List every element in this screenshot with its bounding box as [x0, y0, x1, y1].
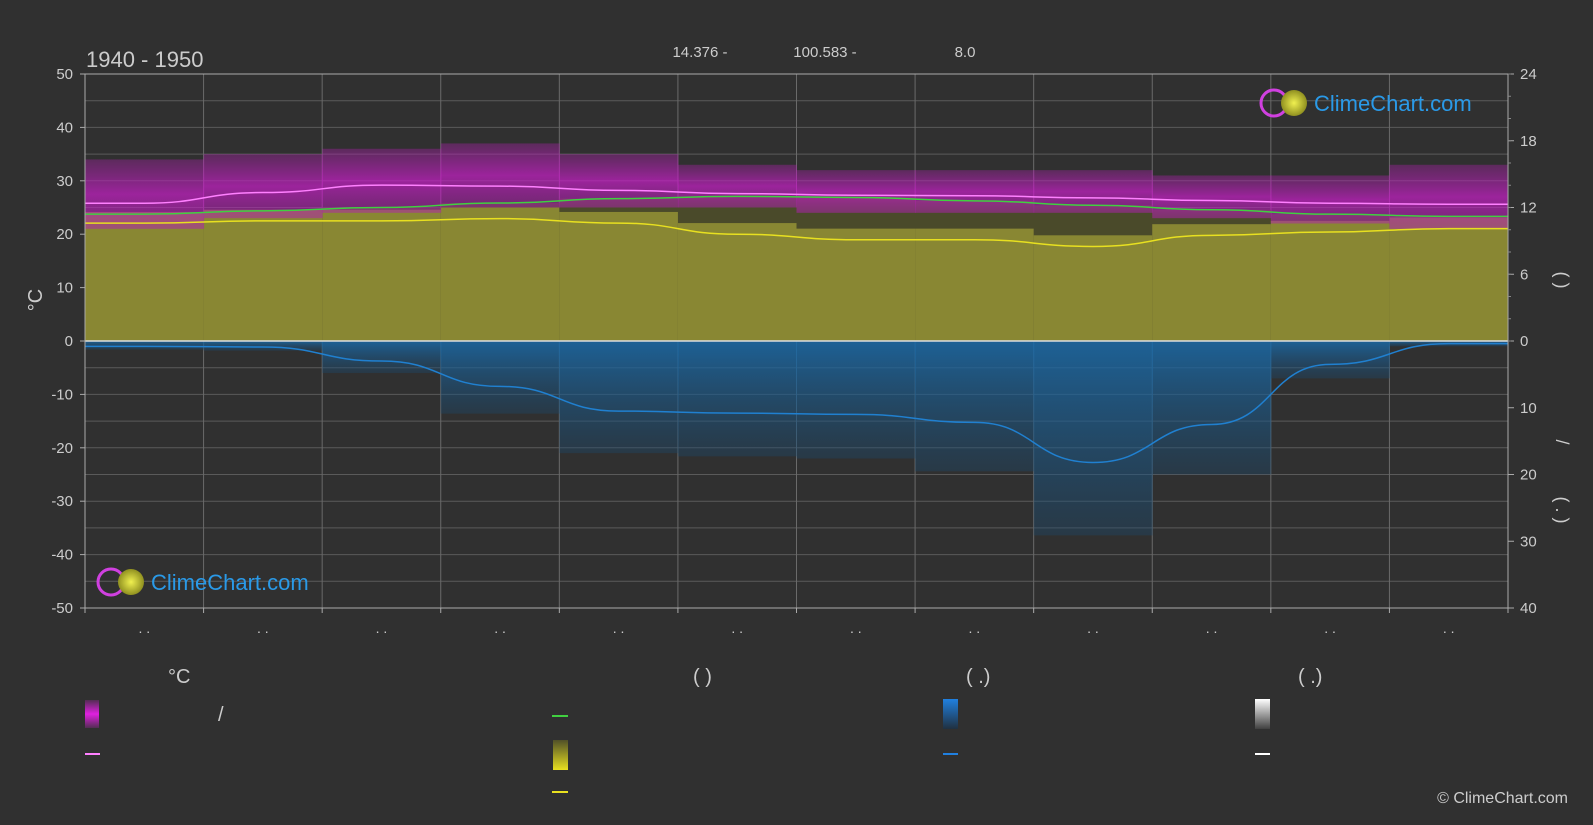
left-tick-label: 30 — [56, 173, 73, 190]
brand-text-top: ClimeChart.com — [1314, 91, 1472, 116]
precipitation-bar — [203, 341, 323, 351]
temperature-range-bar — [440, 143, 560, 208]
brand-logo-top[interactable]: ClimeChart.com — [1259, 88, 1472, 118]
month-label: . . — [850, 620, 862, 636]
month-label: . . — [1087, 620, 1099, 636]
month-label: . . — [138, 620, 150, 636]
sunshine-bar — [915, 228, 1035, 341]
temperature-range-bar — [1152, 175, 1272, 219]
sunshine-bar — [1152, 224, 1272, 341]
legend-sunshine-range-swatch — [553, 740, 568, 770]
precipitation-bar — [440, 341, 560, 414]
period-title: 1940 - 1950 — [86, 47, 203, 72]
sunshine-bar — [796, 228, 916, 341]
logo-sun-icon — [1281, 90, 1307, 116]
legend-col3-header: ( .) — [966, 666, 990, 688]
right-tick-label: 30 — [1520, 533, 1537, 550]
legend-col4-header: ( .) — [1298, 666, 1322, 688]
coordinate-longitude: 100.583 - — [793, 44, 856, 61]
right-axis-label-lower: ( . ) — [1552, 497, 1572, 524]
sunshine-bar — [203, 209, 323, 341]
sunshine-bar — [440, 207, 560, 341]
sunshine-bar — [85, 211, 205, 341]
temperature-range-bar — [796, 170, 916, 213]
left-tick-label: -10 — [51, 386, 73, 403]
left-tick-label: -30 — [51, 493, 73, 510]
precipitation-bar — [322, 341, 442, 374]
right-tick-label: 12 — [1520, 200, 1537, 217]
month-label: . . — [731, 620, 743, 636]
temperature-range-bar — [322, 148, 442, 213]
legend-col1-header: °C — [168, 666, 190, 688]
month-label: . . — [1443, 620, 1455, 636]
right-tick-label: 40 — [1520, 600, 1537, 617]
brand-logo-bottom[interactable]: ClimeChart.com — [96, 567, 309, 597]
sunshine-bar — [559, 211, 679, 341]
month-label: . . — [494, 620, 506, 636]
temperature-range-bar — [203, 154, 323, 219]
month-label: . . — [376, 620, 388, 636]
copyright-text[interactable]: © ClimeChart.com — [1437, 790, 1568, 807]
left-tick-label: 10 — [56, 280, 73, 297]
right-tick-label: 0 — [1520, 333, 1528, 350]
precipitation-line — [84, 342, 1508, 464]
sunshine-bar — [1270, 220, 1390, 341]
temperature-mean-line — [84, 184, 1508, 206]
right-axis-label-slash: / — [1552, 439, 1572, 444]
legend-snow-range-swatch — [1255, 699, 1270, 729]
left-tick-label: -50 — [51, 600, 73, 617]
legend: °C ( ) ( .) ( .) / — [85, 666, 1322, 793]
right-tick-label: 20 — [1520, 467, 1537, 484]
legend-col1-slash: / — [218, 704, 224, 726]
legend-temp-range-swatch — [85, 700, 99, 728]
left-tick-label: 40 — [56, 119, 73, 136]
left-axis-unit: °C — [25, 289, 47, 311]
right-axis-label-upper: ( ) — [1552, 272, 1572, 289]
legend-precip-range-swatch — [943, 699, 958, 729]
left-tick-label: -20 — [51, 440, 73, 457]
axes: 50 40 30 20 10 0 -10 -20 -30 -40 -50 24 18 12 6 0 10 20 30… — [51, 66, 1536, 636]
sunshine-bar — [677, 223, 797, 341]
precipitation-bar — [796, 341, 916, 459]
month-label: . . — [257, 620, 269, 636]
temperature-range-bar — [1270, 175, 1390, 224]
brand-text-bottom: ClimeChart.com — [151, 570, 309, 595]
right-tick-label: 6 — [1520, 266, 1528, 283]
daylight-line — [84, 195, 1508, 218]
data-lines — [84, 184, 1508, 464]
precipitation-bar — [677, 341, 797, 457]
precipitation-bar — [1033, 341, 1153, 536]
precipitation-bar — [559, 341, 679, 454]
month-label: . . — [969, 620, 981, 636]
month-label: . . — [1206, 620, 1218, 636]
left-tick-label: -40 — [51, 547, 73, 564]
elevation-value: 8.0 — [955, 44, 976, 61]
precipitation-bar — [915, 341, 1035, 472]
temperature-range-bar — [1389, 164, 1509, 229]
month-label: . . — [1324, 620, 1336, 636]
data-bands — [85, 143, 1509, 536]
right-tick-label: 18 — [1520, 133, 1537, 150]
left-tick-label: 50 — [56, 66, 73, 83]
sunshine-bar — [322, 209, 442, 341]
temperature-range-bar — [915, 170, 1035, 213]
sunshine-line — [84, 217, 1508, 248]
coordinate-latitude: 14.376 - — [672, 44, 727, 61]
right-tick-label: 10 — [1520, 400, 1537, 417]
precipitation-bar — [1152, 341, 1272, 475]
sunshine-bar — [1033, 235, 1153, 341]
right-tick-label: 24 — [1520, 66, 1537, 83]
sunshine-bar — [1389, 217, 1509, 341]
legend-col2-header: ( ) — [693, 666, 712, 688]
logo-sun-icon — [118, 569, 144, 595]
temperature-range-bar — [677, 164, 797, 208]
precipitation-bar — [85, 341, 205, 350]
month-label: . . — [613, 620, 625, 636]
temperature-range-bar — [85, 159, 205, 229]
left-tick-label: 20 — [56, 226, 73, 243]
left-tick-label: 0 — [65, 333, 73, 350]
